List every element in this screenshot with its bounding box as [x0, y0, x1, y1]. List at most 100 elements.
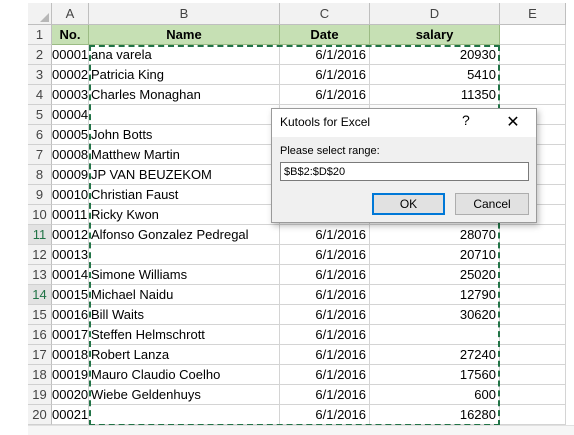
cell-date[interactable]: 6/1/2016 — [280, 265, 370, 285]
empty-cell[interactable] — [500, 385, 566, 405]
close-icon[interactable]: ✕ — [506, 114, 520, 131]
cell-no[interactable]: 00004 — [52, 105, 89, 125]
cell-no[interactable]: 00020 — [52, 385, 89, 405]
row-header-7[interactable]: 7 — [28, 145, 52, 165]
cell-no[interactable]: 00019 — [52, 365, 89, 385]
column-header-d[interactable]: D — [370, 3, 500, 25]
cell-name[interactable]: Christian Faust — [89, 185, 280, 205]
header-cell-date[interactable]: Date — [280, 25, 370, 45]
cell-date[interactable]: 6/1/2016 — [280, 345, 370, 365]
cell-no[interactable]: 00008 — [52, 145, 89, 165]
empty-cell[interactable] — [500, 325, 566, 345]
row-header-4[interactable]: 4 — [28, 85, 52, 105]
empty-cell[interactable] — [500, 245, 566, 265]
cell-no[interactable]: 00003 — [52, 85, 89, 105]
cell-date[interactable]: 6/1/2016 — [280, 305, 370, 325]
column-header-e[interactable]: E — [500, 3, 566, 25]
cell-date[interactable]: 6/1/2016 — [280, 285, 370, 305]
row-header-2[interactable]: 2 — [28, 45, 52, 65]
ok-button[interactable]: OK — [372, 193, 445, 215]
cell-no[interactable]: 00011 — [52, 205, 89, 225]
cell-salary[interactable]: 25020 — [370, 265, 500, 285]
cell-date[interactable]: 6/1/2016 — [280, 65, 370, 85]
empty-cell[interactable] — [500, 345, 566, 365]
cell-salary[interactable]: 5410 — [370, 65, 500, 85]
cell-name[interactable]: Robert Lanza — [89, 345, 280, 365]
cell-no[interactable]: 00005 — [52, 125, 89, 145]
column-header-c[interactable]: C — [280, 3, 370, 25]
column-header-b[interactable]: B — [89, 3, 280, 25]
empty-cell[interactable] — [500, 285, 566, 305]
row-header-20[interactable]: 20 — [28, 405, 52, 425]
cell-name[interactable]: Alfonso Gonzalez Pedregal — [89, 225, 280, 245]
cell-salary[interactable]: 17560 — [370, 365, 500, 385]
cell-no[interactable]: 00016 — [52, 305, 89, 325]
cell-name[interactable]: Patricia King — [89, 65, 280, 85]
cell-no[interactable]: 00014 — [52, 265, 89, 285]
row-header-9[interactable]: 9 — [28, 185, 52, 205]
cell-name[interactable] — [89, 245, 280, 265]
row-header-17[interactable]: 17 — [28, 345, 52, 365]
cell-no[interactable]: 00002 — [52, 65, 89, 85]
cell-salary[interactable]: 27240 — [370, 345, 500, 365]
cell-date[interactable]: 6/1/2016 — [280, 45, 370, 65]
cell-date[interactable]: 6/1/2016 — [280, 85, 370, 105]
cell-date[interactable]: 6/1/2016 — [280, 225, 370, 245]
row-header-18[interactable]: 18 — [28, 365, 52, 385]
cell-date[interactable]: 6/1/2016 — [280, 385, 370, 405]
cell-salary[interactable]: 600 — [370, 385, 500, 405]
cell-no[interactable]: 00001 — [52, 45, 89, 65]
help-icon[interactable]: ? — [462, 112, 470, 128]
row-header-14[interactable]: 14 — [28, 285, 52, 305]
cell-name[interactable]: Ricky Kwon — [89, 205, 280, 225]
cell-name[interactable]: John Botts — [89, 125, 280, 145]
cell-name[interactable] — [89, 105, 280, 125]
empty-cell[interactable] — [500, 85, 566, 105]
row-header-6[interactable]: 6 — [28, 125, 52, 145]
row-header-13[interactable]: 13 — [28, 265, 52, 285]
cell-salary[interactable]: 11350 — [370, 85, 500, 105]
cell-name[interactable]: Bill Waits — [89, 305, 280, 325]
cell-date[interactable]: 6/1/2016 — [280, 405, 370, 425]
cell-name[interactable]: Matthew Martin — [89, 145, 280, 165]
row-header-8[interactable]: 8 — [28, 165, 52, 185]
cell-salary[interactable]: 28070 — [370, 225, 500, 245]
range-input[interactable] — [280, 162, 529, 181]
row-header-16[interactable]: 16 — [28, 325, 52, 345]
cell-no[interactable]: 00012 — [52, 225, 89, 245]
row-header-5[interactable]: 5 — [28, 105, 52, 125]
select-all-corner[interactable] — [28, 3, 52, 25]
cell-name[interactable]: JP VAN BEUZEKOM — [89, 165, 280, 185]
cell-name[interactable]: Mauro Claudio Coelho — [89, 365, 280, 385]
cell-salary[interactable]: 30620 — [370, 305, 500, 325]
cell-name[interactable]: ana varela — [89, 45, 280, 65]
row-header-12[interactable]: 12 — [28, 245, 52, 265]
row-header-1[interactable]: 1 — [28, 25, 52, 45]
empty-cell[interactable] — [500, 365, 566, 385]
cell-name[interactable]: Simone Williams — [89, 265, 280, 285]
row-header-10[interactable]: 10 — [28, 205, 52, 225]
cell-no[interactable]: 00021 — [52, 405, 89, 425]
header-cell-name[interactable]: Name — [89, 25, 280, 45]
column-header-a[interactable]: A — [52, 3, 89, 25]
empty-cell[interactable] — [500, 65, 566, 85]
cell-date[interactable]: 6/1/2016 — [280, 245, 370, 265]
header-cell-no[interactable]: No. — [52, 25, 89, 45]
cell-name[interactable] — [89, 405, 280, 425]
empty-cell[interactable] — [500, 305, 566, 325]
cell-salary[interactable] — [370, 325, 500, 345]
empty-cell[interactable] — [500, 25, 566, 45]
empty-cell[interactable] — [500, 405, 566, 425]
cell-name[interactable]: Charles Monaghan — [89, 85, 280, 105]
header-cell-salary[interactable]: salary — [370, 25, 500, 45]
cell-no[interactable]: 00017 — [52, 325, 89, 345]
cell-date[interactable]: 6/1/2016 — [280, 325, 370, 345]
empty-cell[interactable] — [500, 265, 566, 285]
cell-name[interactable]: Michael Naidu — [89, 285, 280, 305]
dialog-titlebar[interactable]: Kutools for Excel ? ✕ — [272, 109, 536, 137]
empty-cell[interactable] — [500, 45, 566, 65]
cell-salary[interactable]: 20930 — [370, 45, 500, 65]
cell-no[interactable]: 00018 — [52, 345, 89, 365]
empty-cell[interactable] — [500, 225, 566, 245]
empty-cell[interactable] — [500, 205, 566, 225]
